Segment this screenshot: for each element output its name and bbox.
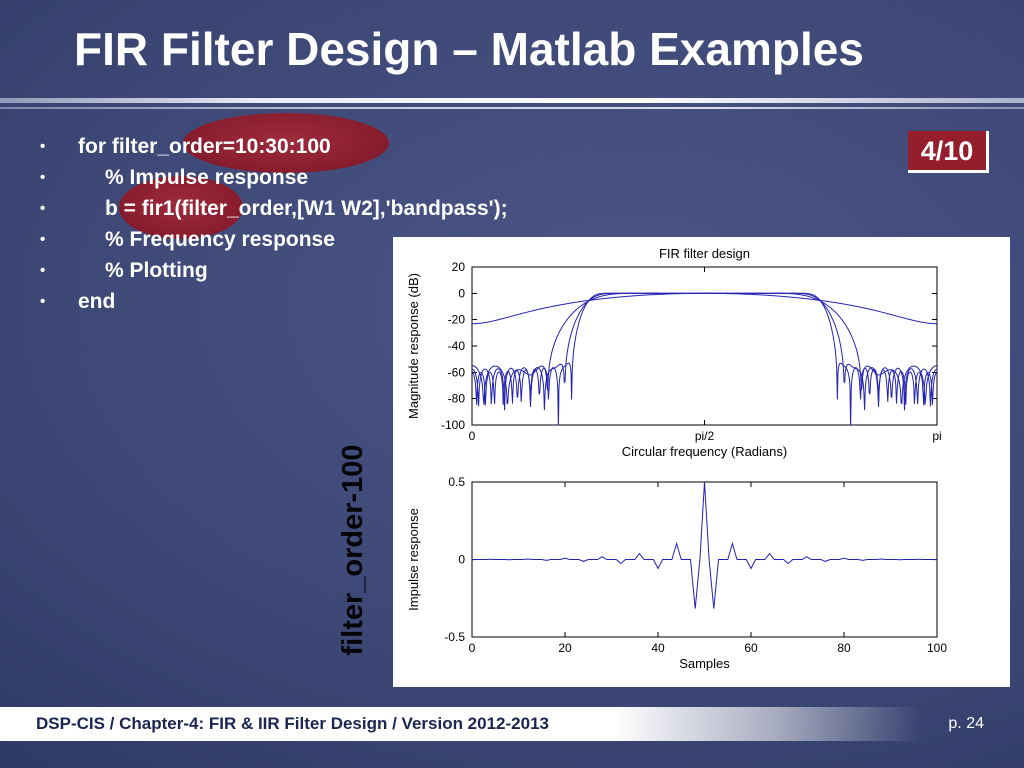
svg-text:Impulse response: Impulse response: [406, 508, 421, 611]
svg-text:20: 20: [452, 260, 466, 274]
bullet-text: % Impulse response: [105, 166, 309, 189]
svg-text:-40: -40: [448, 339, 466, 353]
svg-text:60: 60: [744, 641, 758, 655]
svg-text:0: 0: [458, 286, 465, 300]
svg-text:-60: -60: [448, 365, 466, 379]
svg-text:100: 100: [927, 641, 947, 655]
red-highlight-ellipse-filter-order: [183, 113, 389, 173]
svg-text:20: 20: [558, 641, 572, 655]
bullet-icon: •: [40, 169, 46, 186]
svg-text:-0.5: -0.5: [444, 630, 465, 644]
title-divider-secondary: [0, 107, 1024, 109]
bullet-icon: •: [40, 293, 46, 310]
svg-text:pi: pi: [932, 429, 941, 443]
svg-text:0: 0: [469, 429, 476, 443]
svg-text:-80: -80: [448, 392, 466, 406]
svg-text:80: 80: [837, 641, 851, 655]
svg-text:-100: -100: [441, 418, 465, 432]
footer-text: DSP-CIS / Chapter-4: FIR & IIR Filter De…: [36, 714, 549, 733]
bullet-text: % Plotting: [105, 259, 208, 282]
bullet-line: • % Plotting: [40, 255, 420, 286]
bullet-line: • for filter_order=10:30:100: [40, 131, 420, 162]
bullet-line: • end: [40, 286, 420, 317]
svg-text:0: 0: [469, 641, 476, 655]
slide-counter-badge: 4/10: [908, 131, 989, 173]
svg-text:-20: -20: [448, 313, 466, 327]
bullet-icon: •: [40, 138, 46, 155]
rotated-annotation-filter-order-100: filter_order-100: [337, 444, 369, 656]
bullet-text: b = fir1(filter_order,[W1 W2],'bandpass'…: [105, 197, 508, 220]
slide-title: FIR Filter Design – Matlab Examples: [74, 23, 864, 75]
bullet-text: end: [78, 290, 116, 313]
svg-text:Magnitude response (dB): Magnitude response (dB): [406, 273, 421, 419]
code-bullet-list: • for filter_order=10:30:100 • % Impulse r…: [40, 131, 508, 317]
bullet-line: • b = fir1(filter_order,[W1 W2],'bandpass…: [40, 193, 508, 224]
svg-text:40: 40: [651, 641, 665, 655]
bullet-line: • % Frequency response: [40, 224, 420, 255]
bullet-line: • % Impulse response: [40, 162, 420, 193]
svg-text:Circular frequency (Radians): Circular frequency (Radians): [622, 444, 787, 459]
svg-text:0: 0: [458, 553, 465, 567]
matlab-plots-svg: 20 0 -20 -40 -60 -80 -100 0 pi/2 pi FIR filter des…: [406, 246, 947, 671]
svg-text:FIR filter design: FIR filter design: [659, 246, 750, 261]
bullet-text: for filter_order=10:30:100: [78, 135, 331, 158]
footer-band: DSP-CIS / Chapter-4: FIR & IIR Filter De…: [0, 707, 1024, 741]
bullet-icon: •: [40, 231, 46, 248]
bullet-icon: •: [40, 262, 46, 279]
red-highlight-ellipse-fir1: [119, 176, 243, 239]
bullet-text: % Frequency response: [105, 228, 335, 251]
title-divider: [0, 98, 1024, 103]
svg-text:0.5: 0.5: [448, 475, 465, 489]
bullet-icon: •: [40, 200, 46, 217]
svg-text:Samples: Samples: [679, 656, 730, 671]
page-number: p. 24: [948, 715, 984, 732]
matlab-figure-panel: 20 0 -20 -40 -60 -80 -100 0 pi/2 pi FIR filter des…: [393, 237, 1010, 687]
svg-text:pi/2: pi/2: [695, 429, 715, 443]
